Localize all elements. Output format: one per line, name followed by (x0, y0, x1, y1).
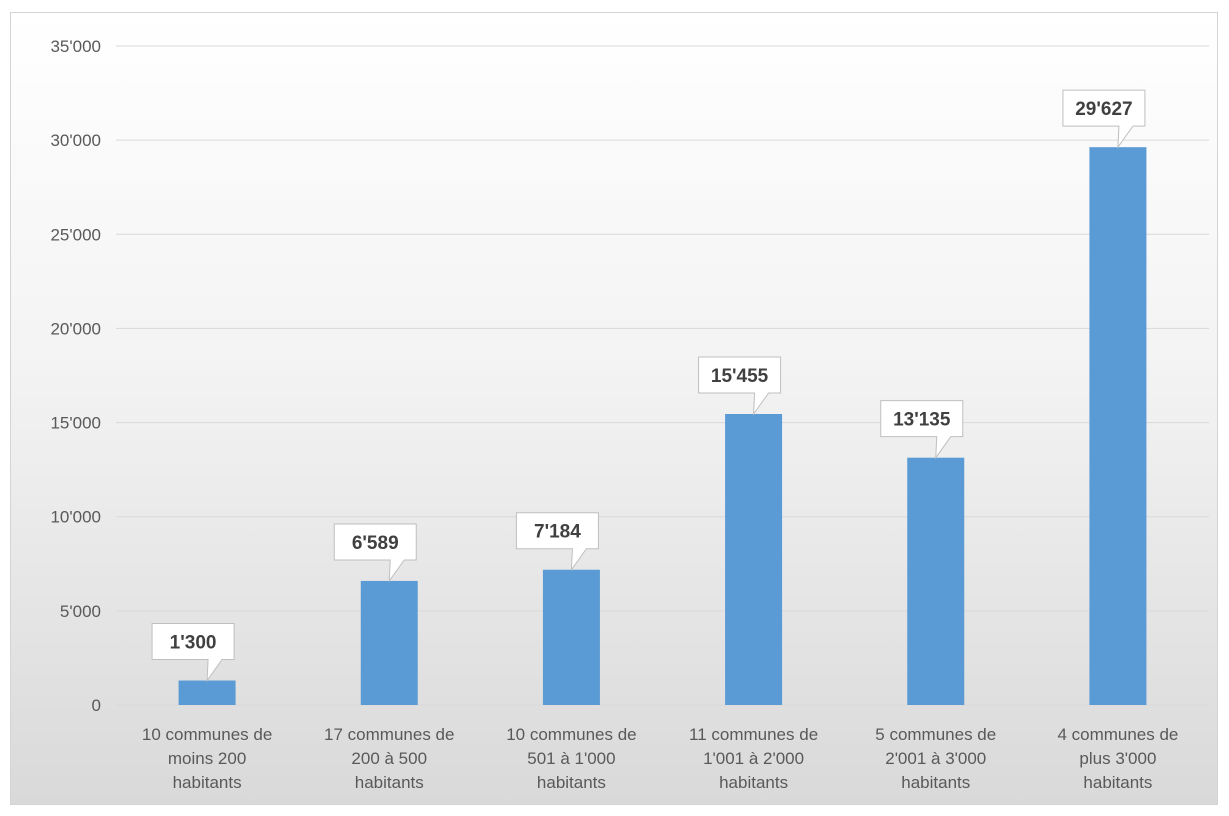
chart-frame: 0 5'000 10'000 15'000 20'000 25'000 30'000 35'0… (10, 12, 1218, 805)
data-label-box (880, 400, 964, 460)
x-category-label: plus 3'000 (1079, 749, 1156, 768)
data-label: 6'589 (352, 533, 399, 554)
data-label-box (698, 356, 782, 416)
data-label: 29'627 (1075, 99, 1132, 120)
data-label: 1'300 (170, 633, 217, 654)
bar (1089, 147, 1147, 706)
x-category-label: habitants (537, 773, 606, 792)
bar (725, 414, 783, 705)
x-category-label: habitants (1083, 773, 1152, 792)
x-category-label: 10 communes de (142, 725, 272, 744)
y-tick-label: 20'000 (50, 319, 101, 338)
bars (178, 147, 1147, 706)
bar (178, 680, 236, 705)
x-category-label: 501 à 1'000 (527, 749, 615, 768)
y-tick-label: 5'000 (60, 602, 101, 621)
y-tick-label: 10'000 (50, 508, 101, 527)
data-label-box (1062, 89, 1146, 149)
data-label-box (515, 512, 599, 572)
data-label-box (333, 523, 417, 583)
bar-chart: 0 5'000 10'000 15'000 20'000 25'000 30'000 35'0… (50, 37, 1209, 792)
y-tick-label: 15'000 (50, 414, 101, 433)
data-label: 15'455 (711, 366, 769, 387)
x-category-label: 200 à 500 (351, 749, 427, 768)
bar (360, 580, 418, 705)
y-tick-label: 25'000 (50, 225, 101, 244)
x-category-label: 1'001 à 2'000 (703, 749, 804, 768)
x-category-label: 4 communes de (1057, 725, 1178, 744)
x-category-label: moins 200 (168, 749, 246, 768)
x-category-label: 5 communes de (875, 725, 996, 744)
data-labels: 1'300 6'589 7'184 15'455 13'135 29'627 (151, 89, 1146, 683)
y-tick-label: 30'000 (50, 131, 101, 150)
x-axis-categories: 10 communes de moins 200 habitants 17 commu… (142, 725, 1179, 792)
y-tick-label: 0 (92, 696, 101, 715)
data-label-box (151, 623, 235, 683)
x-category-label: habitants (719, 773, 788, 792)
x-category-label: habitants (355, 773, 424, 792)
x-category-label: 11 communes de (689, 725, 818, 744)
data-label: 13'135 (893, 410, 951, 431)
bar (907, 457, 965, 705)
y-tick-label: 35'000 (50, 37, 101, 56)
data-label: 7'184 (534, 522, 581, 543)
x-category-label: habitants (173, 773, 242, 792)
x-category-label: 2'001 à 3'000 (885, 749, 986, 768)
x-category-label: 10 communes de (506, 725, 636, 744)
y-axis-ticks: 0 5'000 10'000 15'000 20'000 25'000 30'000 35'0… (50, 37, 101, 715)
bar (542, 569, 600, 705)
x-category-label: habitants (901, 773, 970, 792)
x-category-label: 17 communes de (324, 725, 454, 744)
gridlines (116, 45, 1209, 706)
